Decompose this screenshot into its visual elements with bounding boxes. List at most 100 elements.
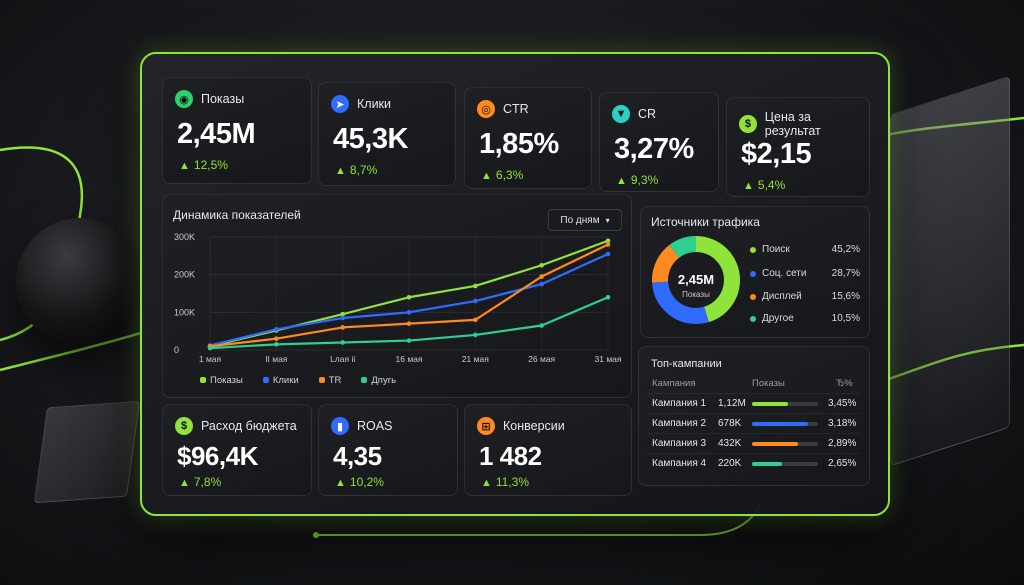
x-tick-label: 26 мая bbox=[528, 354, 555, 364]
campaign-ctr: 2,89% bbox=[828, 438, 857, 449]
arrow-up-icon: ▲ bbox=[179, 477, 190, 489]
kpi-card-ctr[interactable]: ◎ CTR 1,85% ▲ 6,3% bbox=[464, 87, 592, 189]
legend-dot bbox=[750, 246, 756, 253]
cart-icon: ⊞ bbox=[477, 417, 495, 435]
campaign-impressions: 678K bbox=[718, 418, 742, 429]
data-point bbox=[340, 311, 345, 317]
arrow-up-icon: ▲ bbox=[335, 165, 346, 177]
traffic-source-row[interactable]: Поиск 45,2% bbox=[750, 244, 860, 255]
y-tick-label: 200K bbox=[174, 270, 195, 280]
kpi-card-budget-spend[interactable]: $ Расход бюджета $96,4K ▲ 7,8% bbox=[162, 404, 312, 496]
data-point bbox=[605, 242, 611, 247]
data-point bbox=[605, 238, 611, 244]
glass-cube-decoration bbox=[33, 400, 141, 504]
chart-legend: Показы Клики TR Дпугь bbox=[200, 375, 396, 386]
data-point bbox=[605, 251, 611, 257]
kpi-card-impressions[interactable]: ◉ Показы 2,45M ▲ 12,5% bbox=[162, 77, 312, 184]
kpi-delta: 5,4% bbox=[757, 178, 786, 192]
data-point bbox=[274, 336, 279, 341]
kpi-label: Цена за результат bbox=[764, 110, 821, 138]
data-point bbox=[605, 294, 611, 300]
data-point bbox=[473, 283, 478, 289]
campaign-ctr: 3,18% bbox=[828, 418, 857, 429]
traffic-source-row[interactable]: Другое 10,5% bbox=[750, 313, 860, 324]
campaign-impressions: 1,12M bbox=[718, 398, 746, 409]
legend-item[interactable]: Показы bbox=[200, 375, 243, 386]
kpi-delta: 8,7% bbox=[349, 163, 378, 177]
glass-panel-decoration bbox=[890, 75, 1010, 467]
kpi-delta: 11,3% bbox=[495, 475, 530, 489]
y-tick-label: 100K bbox=[174, 307, 195, 317]
campaign-ctr: 2,65% bbox=[828, 458, 857, 469]
arrow-up-icon: ▲ bbox=[481, 170, 492, 182]
data-point bbox=[406, 321, 412, 326]
data-point bbox=[406, 294, 412, 300]
table-row[interactable]: Кампания 2 678K 3,18% bbox=[646, 413, 860, 434]
column-header[interactable]: Кампания bbox=[652, 378, 696, 389]
donut-slice-4 bbox=[652, 236, 740, 324]
campaign-name: Кампания 2 bbox=[652, 418, 707, 429]
arrow-up-icon: ▲ bbox=[743, 180, 754, 192]
data-point bbox=[539, 281, 544, 287]
kpi-value: 1,85% bbox=[479, 128, 559, 160]
kpi-card-conversions[interactable]: ⊞ Конверсии 1 482 ▲ 11,3% bbox=[464, 404, 632, 496]
campaign-progress-bar bbox=[752, 422, 818, 426]
y-tick-label: 300K bbox=[174, 232, 195, 242]
kpi-label: ROAS bbox=[357, 419, 393, 433]
data-point bbox=[340, 340, 345, 345]
table-row[interactable]: Кампания 4 220K 2,65% bbox=[646, 453, 860, 474]
legend-dot bbox=[750, 293, 756, 300]
x-tick-label: II мая bbox=[265, 354, 288, 364]
dollar-icon: $ bbox=[739, 115, 757, 133]
column-header[interactable]: Ђ% bbox=[836, 378, 853, 389]
legend-dot bbox=[750, 270, 756, 277]
campaign-ctr: 3,45% bbox=[828, 398, 857, 409]
source-share: 45,2% bbox=[831, 244, 860, 255]
kpi-card-cost-per-result[interactable]: $ Цена за результат $2,15 ▲ 5,4% bbox=[726, 97, 870, 197]
legend-item[interactable]: TR bbox=[318, 375, 341, 386]
legend-item[interactable]: Дпугь bbox=[361, 375, 396, 386]
kpi-label: Клики bbox=[357, 97, 392, 111]
data-point bbox=[539, 274, 544, 279]
data-point bbox=[473, 332, 478, 338]
campaigns-title: Топ-кампании bbox=[651, 358, 722, 370]
kpi-label: Конверсии bbox=[503, 419, 565, 433]
table-row[interactable]: Кампания 3 432K 2,89% bbox=[646, 433, 860, 454]
kpi-label: Показы bbox=[201, 92, 245, 106]
campaign-name: Кампания 1 bbox=[652, 398, 707, 409]
source-name: Соц. сети bbox=[762, 268, 807, 279]
campaign-progress-bar bbox=[752, 442, 818, 446]
data-point bbox=[274, 342, 279, 347]
column-header[interactable]: Показы bbox=[752, 378, 785, 389]
traffic-title: Источники трафика bbox=[651, 215, 760, 229]
traffic-source-row[interactable]: Дисплей 15,6% bbox=[750, 291, 860, 302]
arrow-up-icon: ▲ bbox=[335, 477, 346, 489]
source-name: Поиск bbox=[762, 244, 790, 255]
traffic-donut-chart bbox=[652, 236, 740, 324]
kpi-card-roas[interactable]: ▮ ROAS 4,35 ▲ 10,2% bbox=[318, 404, 458, 496]
kpi-label: CR bbox=[638, 107, 657, 121]
x-tick-label: 21 мая bbox=[462, 354, 489, 364]
donut-slice-3 bbox=[652, 236, 740, 324]
data-point bbox=[207, 345, 213, 351]
legend-item[interactable]: Клики bbox=[262, 375, 299, 386]
period-dropdown[interactable]: По дням ▾ bbox=[548, 209, 622, 231]
kpi-value: 3,27% bbox=[614, 133, 694, 165]
eye-icon: ◉ bbox=[175, 90, 193, 108]
x-tick-label: 31 мая bbox=[595, 354, 622, 364]
source-share: 15,6% bbox=[831, 291, 860, 302]
data-point bbox=[274, 326, 279, 332]
traffic-source-row[interactable]: Соц. сети 28,7% bbox=[750, 268, 860, 279]
kpi-delta: 7,8% bbox=[193, 475, 222, 489]
target-icon: ◎ bbox=[477, 100, 495, 118]
arrow-up-icon: ▲ bbox=[179, 160, 190, 172]
data-point bbox=[340, 325, 345, 330]
kpi-card-cr[interactable]: ▼ CR 3,27% ▲ 9,3% bbox=[599, 92, 719, 192]
donut-hole bbox=[669, 253, 723, 307]
arrow-up-icon: ▲ bbox=[481, 477, 492, 489]
kpi-card-clicks[interactable]: ➤ Клики 45,3K ▲ 8,7% bbox=[318, 82, 456, 186]
x-tick-label: 1 мая bbox=[199, 354, 222, 364]
kpi-value: 2,45M bbox=[177, 118, 256, 150]
campaign-impressions: 220K bbox=[718, 458, 742, 469]
table-row[interactable]: Кампания 1 1,12M 3,45% bbox=[646, 393, 860, 414]
